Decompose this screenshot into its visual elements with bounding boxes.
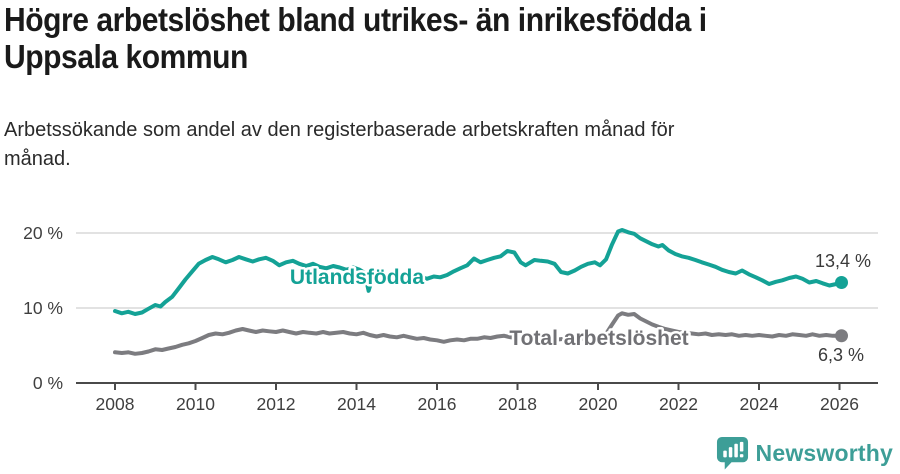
series-end-value-label: 13,4 % <box>815 251 871 271</box>
x-tick-label: 2024 <box>740 394 779 414</box>
y-tick-label: 10 % <box>23 298 63 318</box>
chart-subtitle: Arbetssökande som andel av den registerb… <box>4 119 675 170</box>
brand-footer[interactable]: Newsworthy <box>716 436 893 470</box>
x-tick-label: 2008 <box>96 394 135 414</box>
brand-name: Newsworthy <box>755 439 893 466</box>
x-tick-label: 2022 <box>659 394 698 414</box>
y-tick-label: 20 % <box>23 223 63 243</box>
x-tick-label: 2020 <box>579 394 618 414</box>
x-tick-label: 2012 <box>257 394 296 414</box>
series-line <box>113 228 844 316</box>
x-tick-label: 2014 <box>337 394 376 414</box>
series-end-dot <box>835 276 849 289</box>
y-tick-label: 0 % <box>33 373 63 393</box>
series-end-value-label: 6,3 % <box>818 345 864 365</box>
newsworthy-bar-chart-bubble-icon <box>716 436 748 470</box>
series-label: Utlandsfödda <box>290 266 424 289</box>
series-end-dot <box>835 329 849 343</box>
series-label: Total arbetslöshet <box>509 327 688 350</box>
x-tick-label: 2016 <box>418 394 457 414</box>
x-tick-label: 2026 <box>820 394 859 414</box>
chart-title: Högre arbetslöshet bland utrikes- än inr… <box>4 1 707 75</box>
x-tick-label: 2018 <box>498 394 537 414</box>
series-line <box>113 311 844 356</box>
x-tick-label: 2010 <box>176 394 215 414</box>
